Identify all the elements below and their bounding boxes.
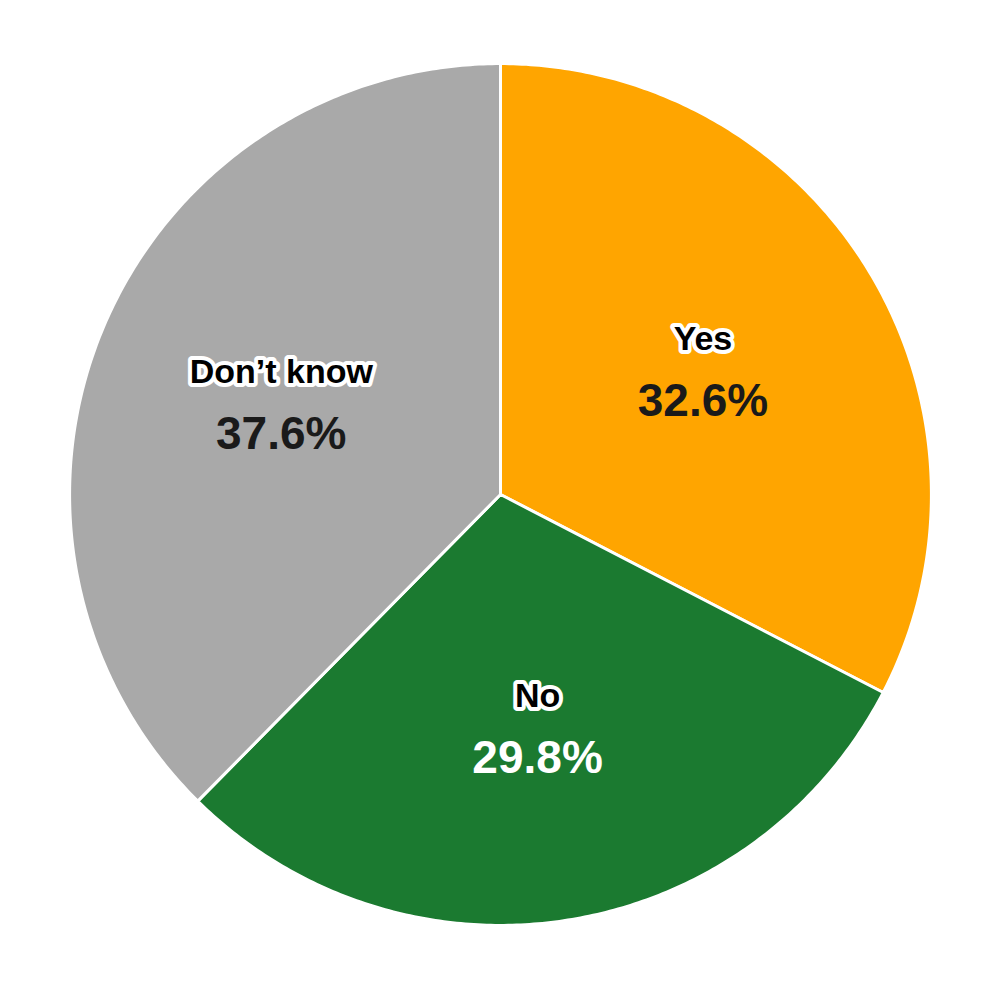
svg-text:Don’t know: Don’t know: [190, 352, 374, 390]
svg-text:32.6%: 32.6%: [638, 374, 768, 426]
svg-text:29.8%: 29.8%: [472, 731, 602, 783]
svg-text:37.6%: 37.6%: [216, 407, 346, 459]
svg-text:Yes: Yes: [674, 319, 733, 357]
svg-text:No: No: [515, 676, 560, 714]
